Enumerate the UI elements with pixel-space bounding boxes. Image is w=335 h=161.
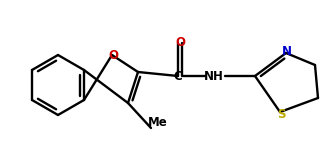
Text: O: O — [175, 35, 185, 48]
Text: NH: NH — [204, 70, 224, 82]
Text: C: C — [174, 70, 182, 82]
Text: N: N — [282, 44, 292, 57]
Text: O: O — [108, 48, 118, 62]
Text: Me: Me — [148, 115, 168, 128]
Text: S: S — [277, 108, 285, 120]
